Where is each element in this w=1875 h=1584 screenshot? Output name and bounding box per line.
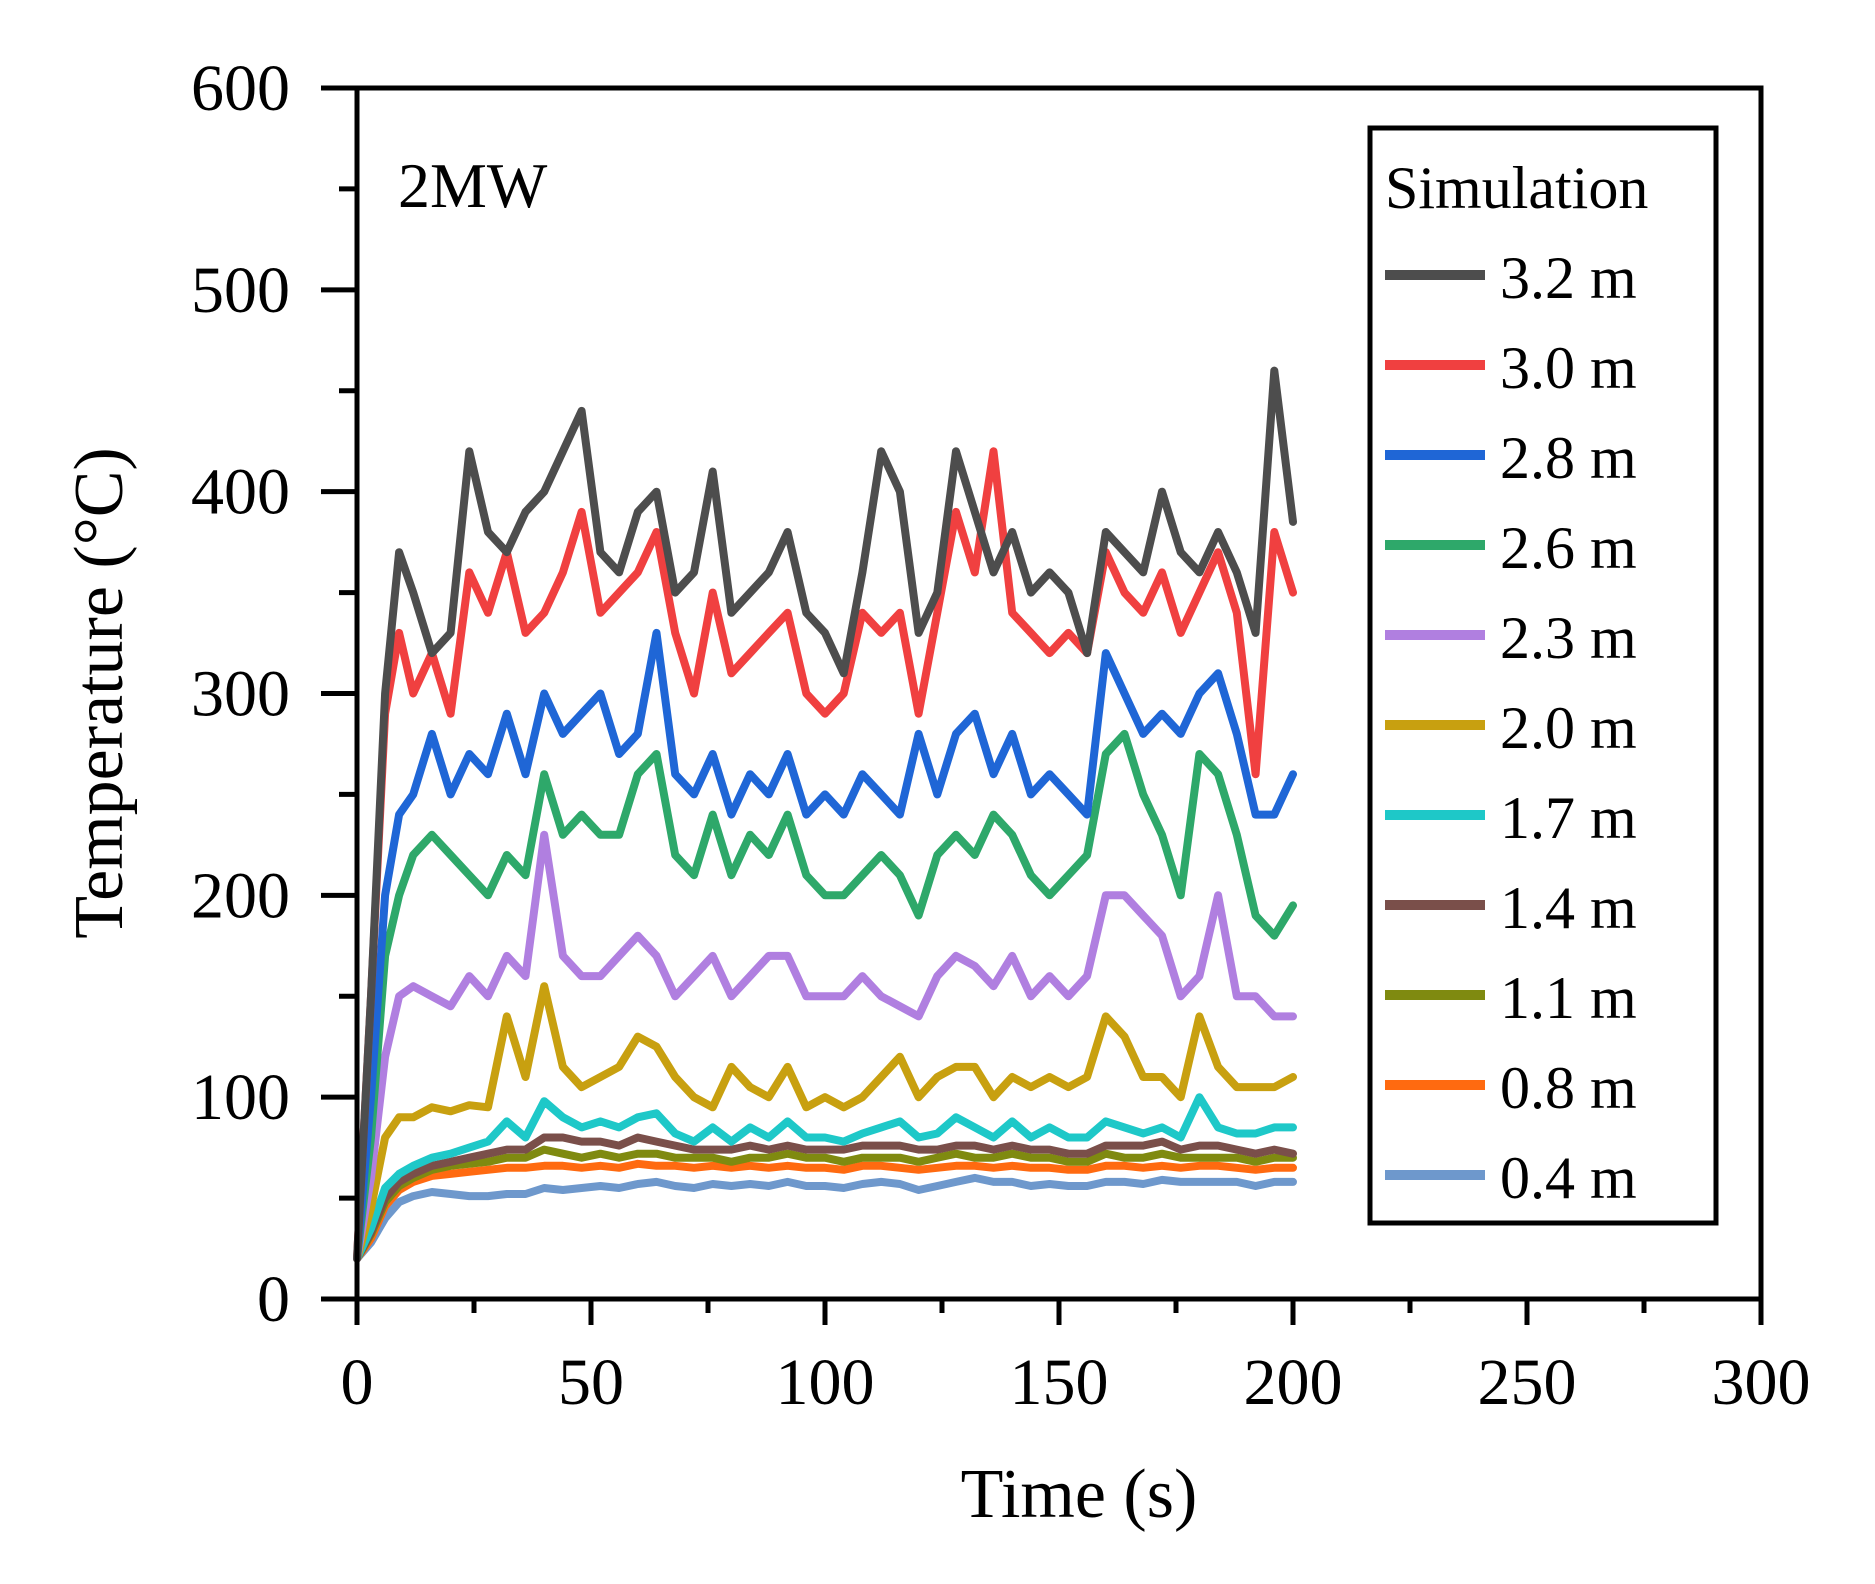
legend-label-8: 1.1 m bbox=[1500, 965, 1637, 1031]
series-line-3 bbox=[353, 729, 1297, 1263]
legend-label-1: 3.0 m bbox=[1500, 335, 1637, 401]
series-line-4 bbox=[353, 830, 1297, 1263]
x-tick-label: 0 bbox=[341, 1346, 374, 1419]
series-line-2 bbox=[353, 628, 1297, 1263]
x-tick-label: 50 bbox=[558, 1346, 624, 1419]
legend-label-10: 0.4 m bbox=[1500, 1145, 1637, 1211]
x-axis: 0 50 100 150 200 250 300 bbox=[341, 1299, 1811, 1419]
series-line-5 bbox=[353, 982, 1297, 1263]
legend-label-6: 1.7 m bbox=[1500, 785, 1637, 851]
series-line-0 bbox=[353, 366, 1297, 1263]
series-line-1 bbox=[353, 447, 1297, 1263]
y-tick-label: 100 bbox=[191, 1061, 290, 1134]
y-tick-label: 500 bbox=[191, 254, 290, 327]
legend-label-3: 2.6 m bbox=[1500, 515, 1637, 581]
x-tick-label: 300 bbox=[1712, 1346, 1811, 1419]
series-line-7 bbox=[353, 1133, 1297, 1263]
legend-label-9: 0.8 m bbox=[1500, 1055, 1637, 1121]
x-tick-label: 100 bbox=[776, 1346, 875, 1419]
legend-title: Simulation bbox=[1385, 155, 1648, 221]
legend-label-5: 2.0 m bbox=[1500, 695, 1637, 761]
x-tick-label: 150 bbox=[1010, 1346, 1109, 1419]
legend-items: 3.2 m 3.0 m 2.8 m 2.6 m 2.3 m 2.0 m 1.7 m 1.4 m… bbox=[1385, 245, 1637, 1211]
x-tick-label: 200 bbox=[1244, 1346, 1343, 1419]
x-tick-label: 250 bbox=[1478, 1346, 1577, 1419]
legend-label-4: 2.3 m bbox=[1500, 605, 1637, 671]
plot-series bbox=[353, 366, 1297, 1263]
legend-label-0: 3.2 m bbox=[1500, 245, 1637, 311]
series-line-6 bbox=[353, 1093, 1297, 1263]
series-line-9 bbox=[353, 1159, 1297, 1263]
legend: Simulation 3.2 m 3.0 m 2.8 m 2.6 m 2.3 m 2.0 … bbox=[1367, 125, 1719, 1226]
y-tick-label: 300 bbox=[191, 658, 290, 731]
y-tick-label: 600 bbox=[191, 52, 290, 125]
chart-annotation: 2MW bbox=[398, 150, 548, 221]
y-axis: 0 100 200 300 400 500 600 bbox=[191, 52, 357, 1336]
legend-label-2: 2.8 m bbox=[1500, 425, 1637, 491]
series-line-10 bbox=[353, 1173, 1297, 1263]
legend-label-7: 1.4 m bbox=[1500, 875, 1637, 941]
y-axis-title: Temperature (°C) bbox=[61, 447, 138, 938]
y-tick-label: 0 bbox=[257, 1263, 290, 1336]
series-line-8 bbox=[353, 1145, 1297, 1263]
y-tick-label: 200 bbox=[191, 859, 290, 932]
y-tick-label: 400 bbox=[191, 456, 290, 529]
x-axis-title: Time (s) bbox=[961, 1456, 1198, 1533]
legend-box bbox=[1367, 125, 1719, 1226]
